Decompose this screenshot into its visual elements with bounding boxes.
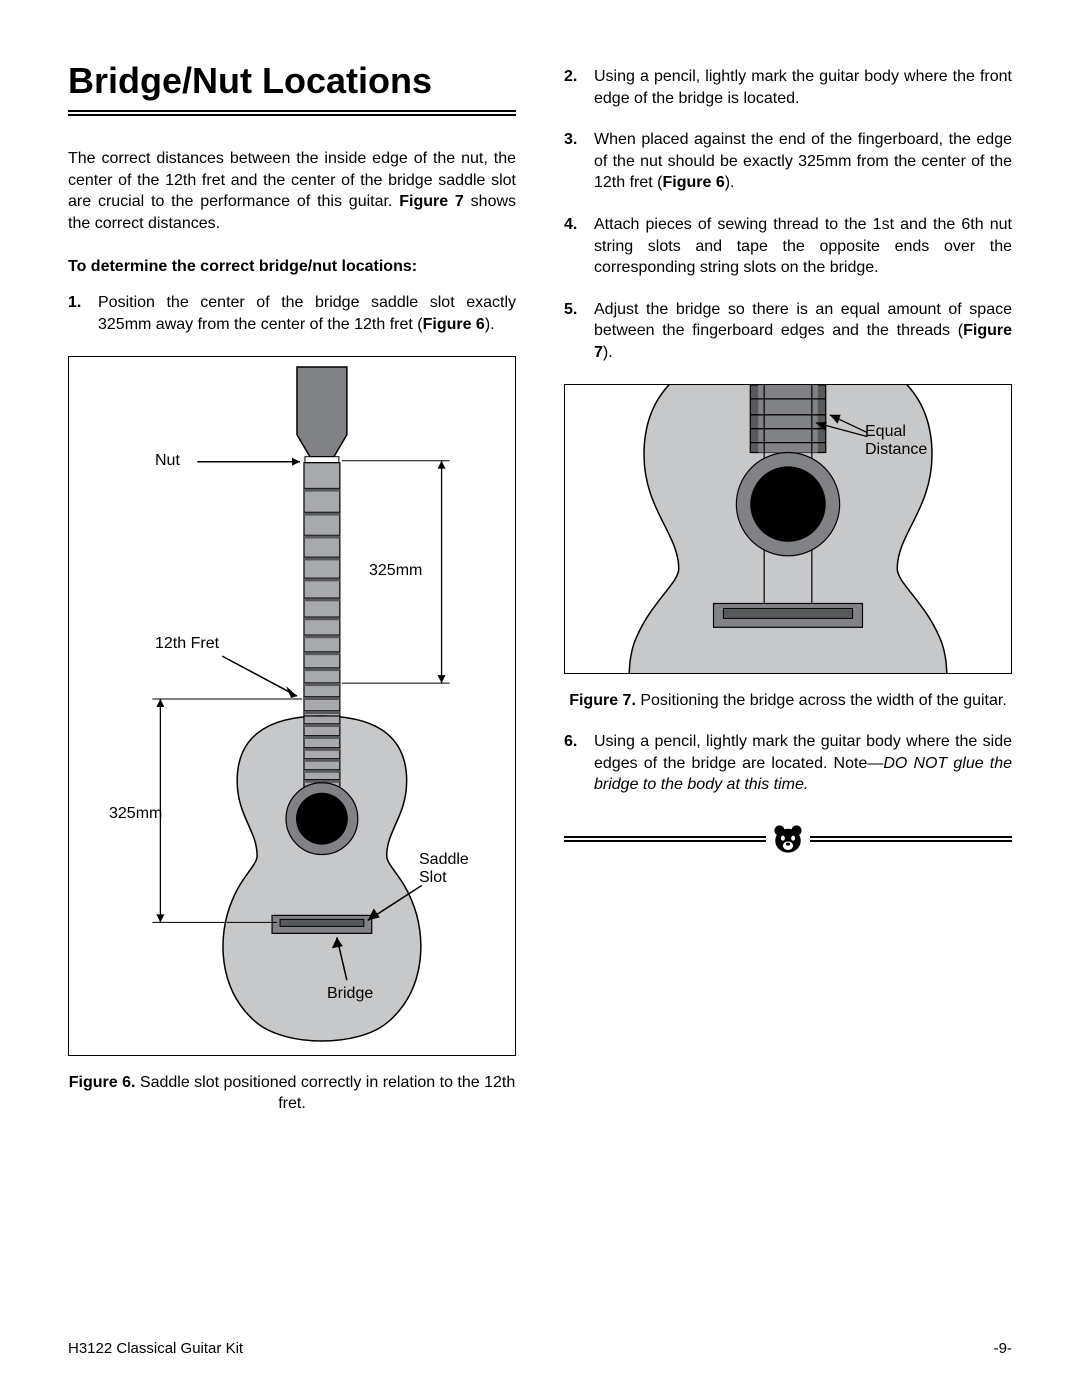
figure-7: EqualDistance	[564, 384, 1012, 674]
fig6-label-325-upper: 325mm	[369, 562, 422, 580]
figure-6-svg	[69, 357, 515, 1055]
step-number: 4.	[564, 214, 594, 279]
page-title: Bridge/Nut Locations	[68, 60, 516, 102]
steps-right: 2. Using a pencil, lightly mark the guit…	[564, 66, 1012, 364]
section-divider	[564, 816, 1012, 866]
figure-7-svg	[565, 385, 1011, 673]
step-3: 3. When placed against the end of the fi…	[564, 129, 1012, 194]
footer-page: -9-	[994, 1340, 1012, 1357]
intro-paragraph: The correct distances between the inside…	[68, 148, 516, 234]
step-text: Using a pencil, lightly mark the guitar …	[594, 66, 1012, 109]
step-2: 2. Using a pencil, lightly mark the guit…	[564, 66, 1012, 109]
step-number: 1.	[68, 292, 98, 335]
fig7-label-equal: EqualDistance	[865, 423, 927, 460]
subheading: To determine the correct bridge/nut loca…	[68, 258, 516, 276]
fig6-label-saddle: SaddleSlot	[419, 851, 469, 888]
step-5: 5. Adjust the bridge so there is an equa…	[564, 299, 1012, 364]
step-text: When placed against the end of the finge…	[594, 129, 1012, 194]
step-text: Using a pencil, lightly mark the guitar …	[594, 731, 1012, 796]
step-1: 1. Position the center of the bridge sad…	[68, 292, 516, 335]
figure-6-caption: Figure 6. Saddle slot positioned correct…	[68, 1072, 516, 1115]
step-text: Adjust the bridge so there is an equal a…	[594, 299, 1012, 364]
bear-icon	[766, 820, 810, 858]
fig6-label-bridge: Bridge	[327, 985, 373, 1003]
step-text: Position the center of the bridge saddle…	[98, 292, 516, 335]
step-text: Attach pieces of sewing thread to the 1s…	[594, 214, 1012, 279]
title-rule	[68, 110, 516, 116]
step-6: 6. Using a pencil, lightly mark the guit…	[564, 731, 1012, 796]
page-footer: H3122 Classical Guitar Kit -9-	[68, 1340, 1012, 1357]
step-number: 6.	[564, 731, 594, 796]
step-number: 3.	[564, 129, 594, 194]
steps-left: 1. Position the center of the bridge sad…	[68, 292, 516, 335]
footer-left: H3122 Classical Guitar Kit	[68, 1340, 243, 1357]
step-number: 5.	[564, 299, 594, 364]
fig6-label-nut: Nut	[155, 452, 180, 470]
figure-6: Nut 325mm 12th Fret 325mm SaddleSlot Bri…	[68, 356, 516, 1056]
step-number: 2.	[564, 66, 594, 109]
fig6-label-325-lower: 325mm	[109, 805, 162, 823]
steps-right-2: 6. Using a pencil, lightly mark the guit…	[564, 731, 1012, 796]
step-4: 4. Attach pieces of sewing thread to the…	[564, 214, 1012, 279]
fig6-label-12thfret: 12th Fret	[155, 635, 219, 653]
figure-7-caption: Figure 7. Positioning the bridge across …	[564, 690, 1012, 712]
